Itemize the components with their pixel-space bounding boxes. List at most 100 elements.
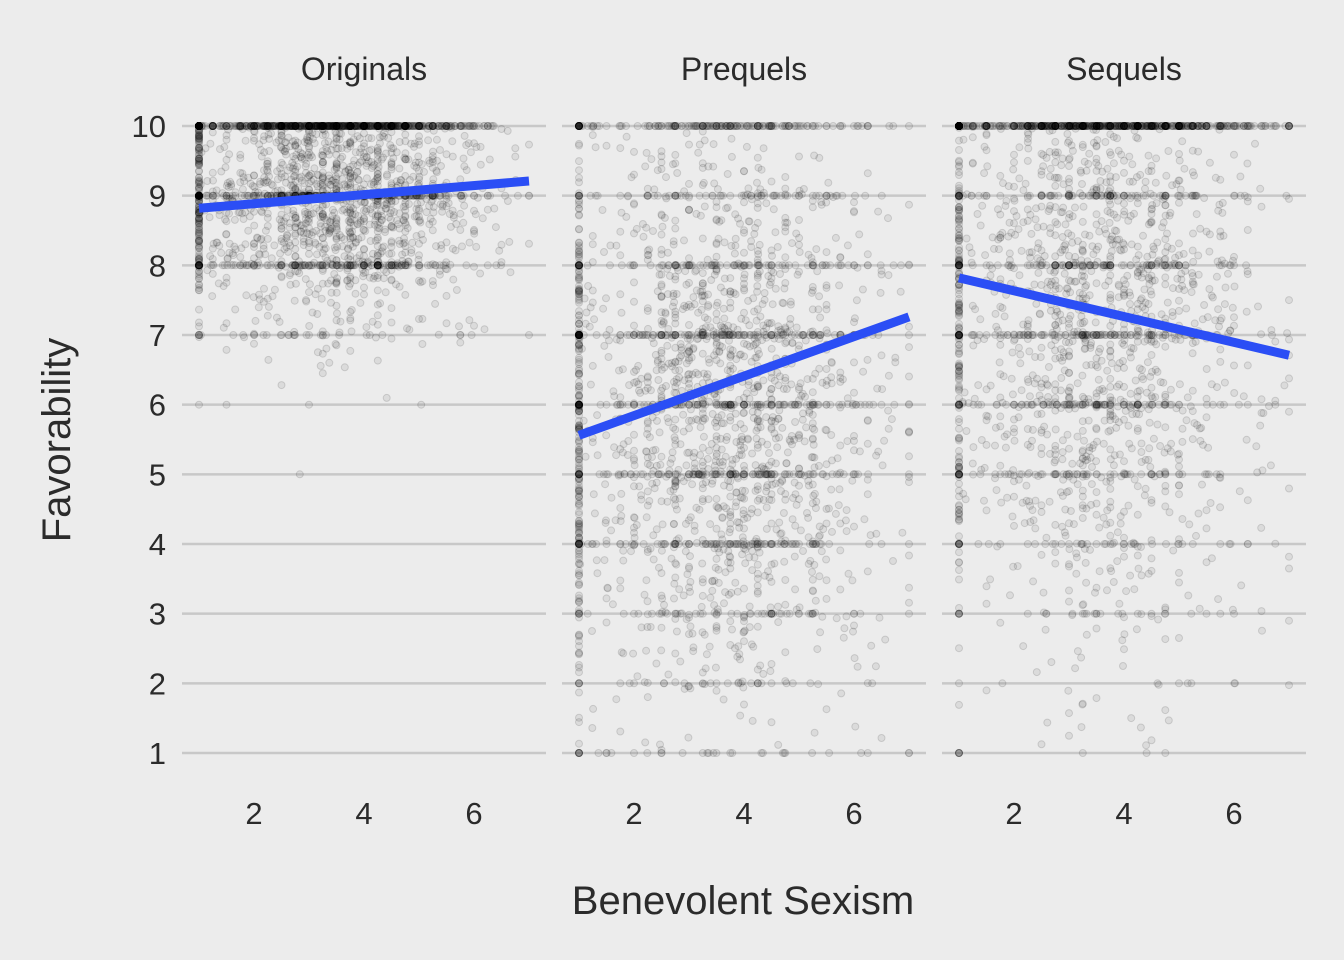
data-point: [905, 260, 913, 269]
data-point: [630, 540, 639, 548]
data-point: [616, 576, 625, 585]
data-point: [330, 208, 339, 217]
data-point: [335, 122, 344, 130]
data-point: [292, 150, 301, 159]
data-point: [810, 463, 819, 472]
data-point: [643, 548, 652, 556]
data-point: [384, 213, 393, 222]
data-point: [762, 261, 771, 270]
data-point: [448, 137, 457, 146]
data-point: [808, 424, 817, 433]
data-point: [289, 331, 298, 339]
data-point: [877, 540, 886, 548]
data-point: [208, 269, 217, 278]
data-point: [734, 642, 743, 651]
data-point: [712, 265, 721, 274]
data-point: [372, 200, 381, 209]
data-point: [673, 169, 682, 177]
data-point: [309, 175, 318, 184]
data-point: [381, 122, 390, 130]
data-point: [767, 496, 776, 505]
data-point: [905, 583, 913, 592]
data-point: [505, 237, 514, 246]
data-point: [818, 378, 827, 387]
data-point: [759, 188, 768, 197]
data-point: [409, 172, 418, 181]
data-point: [762, 333, 771, 342]
data-point: [327, 122, 336, 130]
data-point: [660, 213, 669, 222]
data-point: [370, 122, 379, 130]
data-point: [689, 647, 698, 656]
data-point: [277, 381, 286, 390]
data-point: [667, 554, 676, 563]
data-point: [602, 749, 611, 757]
data-point: [575, 560, 583, 569]
data-point: [195, 193, 203, 202]
data-point: [415, 122, 423, 130]
data-point: [807, 254, 816, 262]
data-point: [237, 244, 246, 253]
data-point: [387, 160, 396, 169]
data-point: [738, 435, 747, 444]
data-point: [290, 296, 299, 305]
data-point: [302, 122, 311, 130]
data-point: [260, 284, 268, 293]
data-point: [707, 276, 716, 284]
data-point: [442, 238, 451, 247]
data-point: [738, 550, 747, 559]
data-point: [853, 263, 862, 272]
data-point: [698, 575, 707, 584]
data-point: [378, 247, 386, 256]
data-point: [242, 261, 251, 270]
data-point: [195, 191, 203, 200]
data-point: [305, 243, 313, 252]
data-point: [880, 436, 889, 445]
data-point: [511, 152, 520, 161]
data-point: [263, 222, 272, 230]
data-point: [195, 261, 203, 270]
data-point: [195, 191, 203, 200]
data-point: [616, 227, 625, 236]
data-point: [752, 434, 761, 443]
data-point: [373, 249, 382, 258]
data-point: [575, 211, 583, 220]
data-point: [837, 689, 846, 698]
data-point: [300, 179, 309, 188]
data-point: [320, 139, 329, 148]
data-point: [672, 505, 681, 514]
data-point: [360, 206, 368, 215]
data-point: [222, 400, 231, 409]
data-point: [257, 207, 266, 215]
data-point: [690, 300, 699, 309]
data-point: [465, 238, 474, 247]
data-point: [330, 122, 339, 130]
data-point: [415, 263, 424, 272]
data-point: [387, 266, 396, 275]
data-point: [588, 232, 597, 240]
data-point: [642, 646, 651, 655]
data-point: [592, 331, 601, 339]
data-point: [650, 185, 659, 194]
data-point: [749, 294, 758, 303]
data-point: [808, 410, 817, 419]
data-point: [325, 226, 334, 235]
data-point: [452, 286, 461, 294]
data-point: [896, 287, 905, 296]
data-point: [401, 130, 410, 139]
data-point: [825, 749, 834, 757]
data-point: [338, 175, 347, 183]
data-point: [371, 333, 380, 342]
data-point: [698, 234, 707, 243]
data-point: [360, 259, 368, 267]
data-point: [753, 581, 762, 590]
data-point: [726, 617, 735, 626]
data-point: [395, 138, 404, 146]
data-point: [812, 191, 821, 200]
data-point: [395, 224, 404, 233]
data-point: [407, 139, 416, 148]
data-point: [630, 446, 638, 455]
data-point: [297, 172, 306, 181]
data-point: [208, 255, 217, 263]
data-point: [356, 298, 365, 307]
